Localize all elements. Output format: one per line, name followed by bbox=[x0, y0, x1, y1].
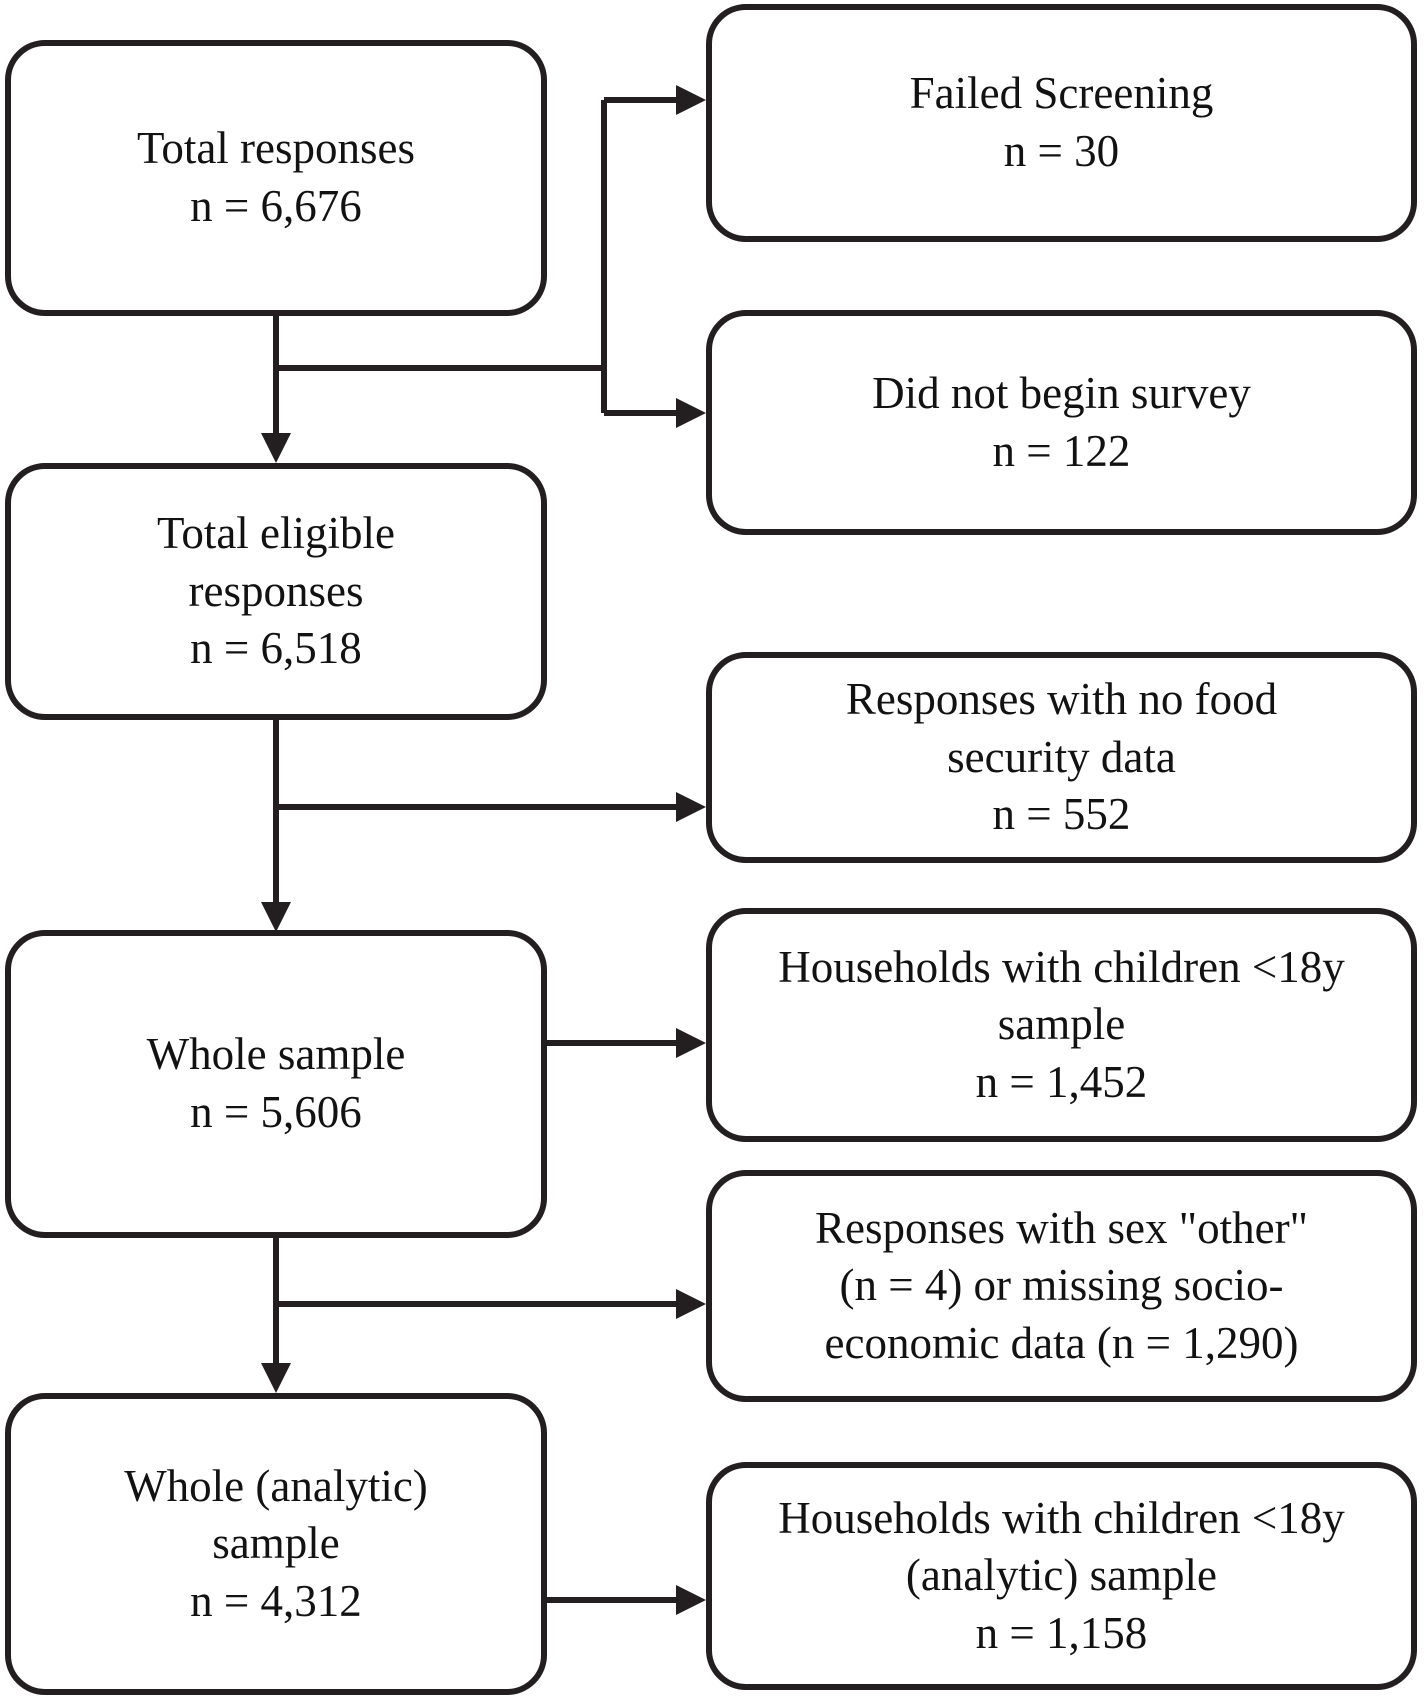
box-excluded-sex-or-ses: Responses with sex "other" (n = 4) or mis… bbox=[706, 1170, 1417, 1402]
connector-analytic-to-households-analytic bbox=[544, 1585, 706, 1615]
arrowhead-down-icon bbox=[261, 433, 291, 463]
box-text: Households with children <18y sample n = 1… bbox=[778, 941, 1345, 1107]
box-did-not-begin-survey: Did not begin survey n = 122 bbox=[706, 310, 1417, 535]
box-households-children-analytic-sample: Households with children <18y (analytic) … bbox=[706, 1462, 1417, 1690]
box-text: Responses with sex "other" (n = 4) or mis… bbox=[815, 1202, 1308, 1368]
connector-eligible-to-whole bbox=[261, 719, 291, 932]
connector-branch-to-no-food-security bbox=[276, 792, 706, 822]
connector-whole-to-analytic bbox=[261, 1238, 291, 1393]
arrowhead-down-icon bbox=[261, 902, 291, 932]
box-total-responses: Total responses n = 6,676 bbox=[5, 40, 547, 316]
box-households-children-sample: Households with children <18y sample n = 1… bbox=[706, 908, 1417, 1142]
connector-total-to-eligible bbox=[261, 316, 291, 463]
box-text: Whole (analytic) sample n = 4,312 bbox=[124, 1460, 428, 1626]
arrowhead-right-icon bbox=[676, 85, 706, 115]
arrowhead-right-icon bbox=[676, 1028, 706, 1058]
box-text: Responses with no food security data n = 5… bbox=[845, 674, 1278, 840]
box-text: Did not begin survey n = 122 bbox=[872, 367, 1251, 476]
box-text: Households with children <18y (analytic) … bbox=[778, 1492, 1345, 1658]
box-total-eligible-responses: Total eligible responses n = 6,518 bbox=[5, 463, 547, 720]
arrowhead-right-icon bbox=[676, 398, 706, 428]
arrowhead-right-icon bbox=[676, 1585, 706, 1615]
connector-branch-to-excluded bbox=[276, 1289, 706, 1319]
connector-branch-to-screening-boxes bbox=[276, 85, 706, 428]
arrowhead-right-icon bbox=[676, 1289, 706, 1319]
box-text: Failed Screening n = 30 bbox=[909, 68, 1214, 176]
arrowhead-right-icon bbox=[676, 792, 706, 822]
box-failed-screening: Failed Screening n = 30 bbox=[706, 4, 1417, 242]
connector-whole-to-households-sample bbox=[544, 1028, 706, 1058]
box-text: Whole sample n = 5,606 bbox=[146, 1029, 406, 1137]
box-whole-sample: Whole sample n = 5,606 bbox=[5, 930, 547, 1238]
arrowhead-down-icon bbox=[261, 1363, 291, 1393]
box-no-food-security-data: Responses with no food security data n = 5… bbox=[706, 652, 1417, 863]
box-text: Total eligible responses n = 6,518 bbox=[156, 508, 396, 674]
box-text: Total responses n = 6,676 bbox=[136, 123, 416, 231]
box-whole-analytic-sample: Whole (analytic) sample n = 4,312 bbox=[5, 1393, 547, 1695]
